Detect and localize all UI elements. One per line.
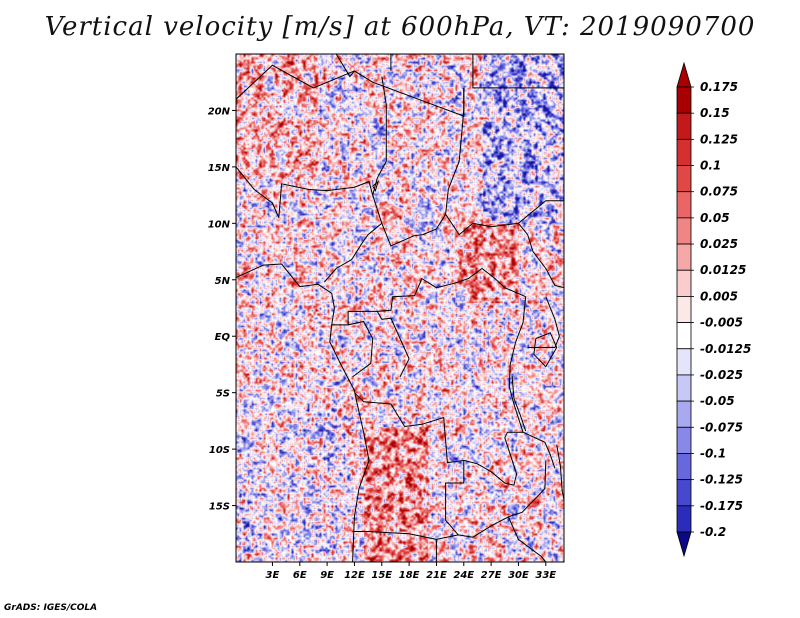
colorbar-segment <box>676 217 692 245</box>
border-line <box>352 531 473 540</box>
border-line <box>463 431 523 486</box>
lat-tick-label: 10N <box>208 219 231 230</box>
colorbar-label: 0.025 <box>700 237 738 251</box>
velocity-field <box>236 54 564 562</box>
lat-tick-label: 15S <box>209 502 230 513</box>
colorbar-label: -0.1 <box>700 446 726 460</box>
border-line <box>372 180 380 192</box>
lon-tick-label: 15E <box>371 570 392 581</box>
colorbar-label: -0.025 <box>700 368 743 382</box>
border-line <box>507 516 547 562</box>
colorbar-segment <box>676 86 692 114</box>
lon-tick-label: 27E <box>481 570 502 581</box>
border-line <box>377 267 526 312</box>
colorbar-segment <box>676 505 692 533</box>
colorbar-segment <box>676 400 692 428</box>
longitude-axis: 3E 6E 9E 12E 15E 18E 21E 24E 27E 30E 33E <box>266 562 556 581</box>
plot-frame <box>235 53 565 563</box>
lat-tick-label: 15N <box>208 163 231 174</box>
border-line <box>236 263 370 562</box>
border-line <box>335 54 355 78</box>
border-line <box>533 332 558 368</box>
border-line <box>556 444 564 500</box>
colorbar-segment <box>676 269 692 297</box>
colorbar-label: 0.0125 <box>700 263 746 277</box>
colorbar-label: -0.0125 <box>700 342 751 356</box>
colorbar-segment <box>676 165 692 193</box>
border-line <box>445 87 564 236</box>
colorbar-label: 0.05 <box>700 211 730 225</box>
colorbar-top-arrow <box>676 61 692 88</box>
lon-tick-label: 18E <box>399 570 420 581</box>
lon-tick-label: 21E <box>426 570 447 581</box>
colorbar-segment <box>676 191 692 219</box>
lat-tick-label: 5S <box>216 389 230 400</box>
colorbar-segment <box>676 296 692 323</box>
border-line <box>511 375 527 432</box>
lat-tick-label: 5N <box>215 276 231 287</box>
border-line <box>472 54 564 89</box>
lat-tick-label: 10S <box>209 445 230 456</box>
border-line <box>381 214 447 247</box>
colorbar-segment <box>676 479 692 507</box>
colorbar-label: -0.005 <box>700 316 743 330</box>
border-line <box>472 460 547 538</box>
lon-tick-label: 9E <box>320 570 334 581</box>
lat-tick-label: 20N <box>208 106 231 117</box>
colorbar-label: -0.2 <box>700 525 726 539</box>
colorbar-segment <box>676 243 692 271</box>
colorbar-segment <box>676 138 692 166</box>
lon-tick-label: 24E <box>453 570 474 581</box>
lon-tick-label: 30E <box>508 570 529 581</box>
lon-tick-label: 3E <box>266 570 280 581</box>
colorbar-segment <box>676 426 692 454</box>
border-line <box>518 222 564 289</box>
colorbar-label: -0.125 <box>700 473 743 487</box>
border-line <box>527 296 560 348</box>
colorbar: 0.175 0.15 0.125 0.1 0.075 0.05 0.025 0.0125 0.0… <box>676 61 751 558</box>
colorbar-label: 0.075 <box>700 185 738 199</box>
lon-tick-label: 6E <box>293 570 307 581</box>
colorbar-label: -0.05 <box>700 394 735 408</box>
latitude-axis: 20N 15N 10N 5N EQ 5S 10S 15S <box>208 106 236 513</box>
colorbar-segment <box>676 374 692 402</box>
colorbar-label: -0.175 <box>700 499 743 513</box>
colorbar-segment <box>676 453 692 481</box>
lon-tick-label: 33E <box>535 570 556 581</box>
border-line <box>347 320 374 378</box>
lat-tick-label: EQ <box>215 332 231 343</box>
colorbar-label: 0.1 <box>700 159 721 173</box>
colorbar-segment <box>676 322 692 350</box>
colorbar-label: -0.075 <box>700 420 743 434</box>
border-line <box>236 166 374 218</box>
lon-tick-label: 12E <box>344 570 365 581</box>
border-line <box>236 64 465 117</box>
colorbar-label: 0.005 <box>700 289 738 303</box>
colorbar-segment <box>676 112 692 140</box>
colorbar-bottom-arrow <box>676 531 692 558</box>
colorbar-label: 0.175 <box>700 80 738 94</box>
country-borders <box>236 54 564 562</box>
map-title: Vertical velocity [m/s] at 600hPa, VT: 2… <box>44 12 756 42</box>
border-line <box>348 310 410 378</box>
colorbar-segment <box>676 348 692 376</box>
grads-credit: GrADS: IGES/COLA <box>4 603 98 613</box>
colorbar-label: 0.15 <box>700 106 730 120</box>
border-line <box>508 296 556 469</box>
velocity-shading <box>236 54 564 562</box>
colorbar-label: 0.125 <box>700 132 738 146</box>
border-line <box>354 392 465 536</box>
